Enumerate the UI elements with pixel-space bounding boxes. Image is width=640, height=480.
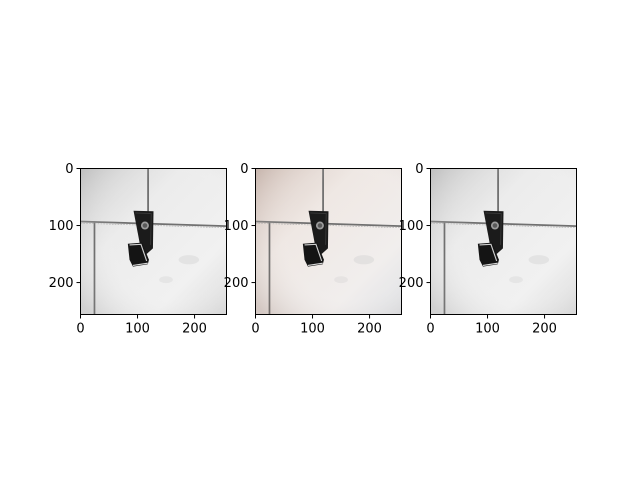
y-tick-label: 0 [65,162,73,177]
y-tick-label: 100 [224,219,249,234]
y-tick-label: 200 [49,276,74,291]
y-tick-label: 100 [49,219,74,234]
x-axis: 0 100 200 [251,314,382,337]
x-tick-label: 200 [182,322,207,337]
y-axis: 0 100 200 [224,162,256,291]
y-axis: 0 100 200 [399,162,431,291]
x-tick-label: 0 [76,322,84,337]
panel-3: 0 100 200 0 100 200 [399,162,578,337]
x-tick-label: 100 [125,322,150,337]
y-tick-label: 200 [224,276,249,291]
axes-frame [80,168,227,315]
panel-1: 0 100 200 0 100 200 [49,162,228,337]
axes-frame [430,168,577,315]
y-tick-label: 0 [415,162,423,177]
x-axis: 0 100 200 [426,314,557,337]
photo-image [254,167,403,316]
x-tick-label: 100 [475,322,500,337]
x-tick-label: 100 [300,322,325,337]
panel-2: 0 100 200 0 100 200 [224,162,403,337]
x-tick-label: 0 [251,322,259,337]
axes-frame [255,168,402,315]
y-tick-label: 200 [399,276,424,291]
x-tick-label: 200 [532,322,557,337]
x-tick-label: 0 [426,322,434,337]
y-tick-label: 100 [399,219,424,234]
x-tick-label: 200 [357,322,382,337]
y-tick-label: 0 [240,162,248,177]
photo-image [429,167,578,316]
x-axis: 0 100 200 [76,314,207,337]
y-axis: 0 100 200 [49,162,81,291]
photo-image [79,167,228,316]
